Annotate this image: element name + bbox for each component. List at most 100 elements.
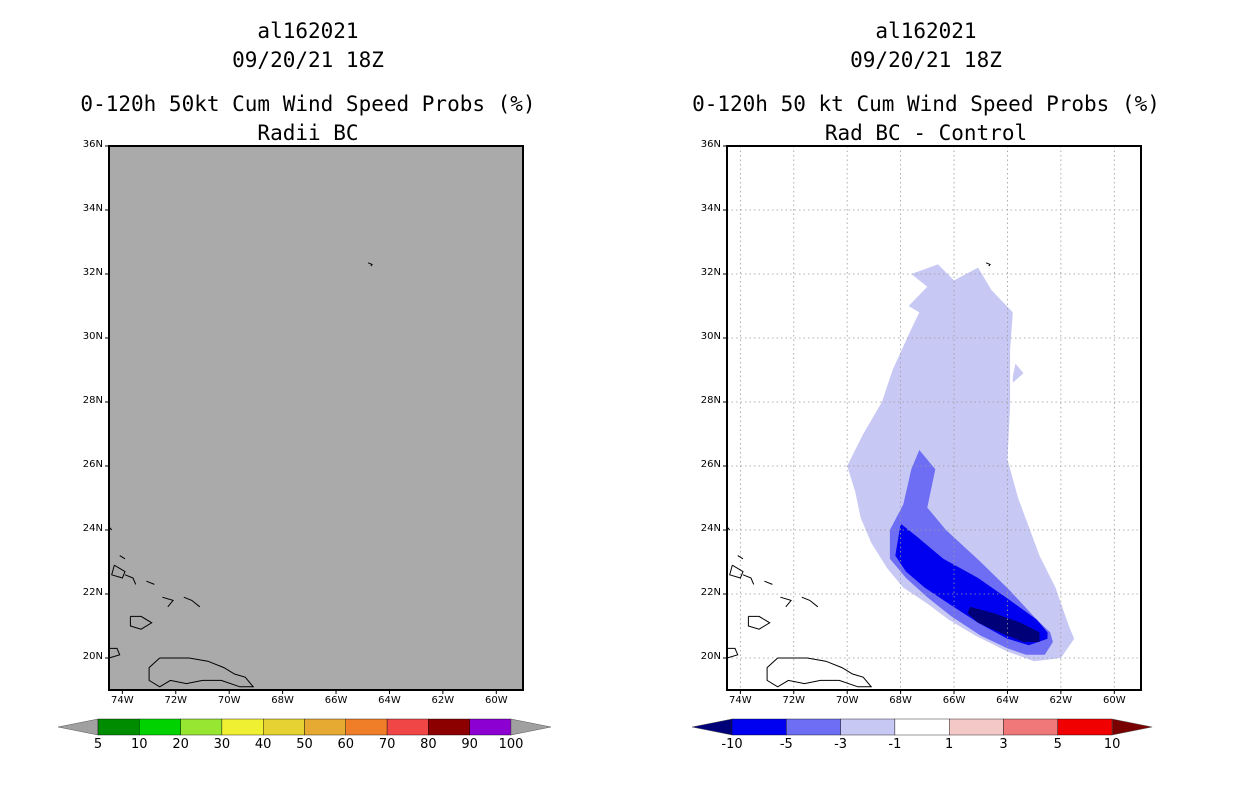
colorbar-label: 20: [172, 737, 189, 752]
lon-label: 70W: [835, 695, 859, 706]
colorbar-segment: [731, 718, 787, 736]
coastline-segment: [111, 564, 126, 579]
left-map-fill: [109, 146, 523, 690]
lat-label: 26N: [700, 459, 721, 470]
right-title-line-3: 0-120h 50 kt Cum Wind Speed Probs (%): [692, 92, 1160, 116]
colorbar-label: -5: [779, 737, 793, 752]
colorbar-label: 100: [498, 737, 524, 752]
colorbar-label: 40: [254, 737, 272, 752]
coastline-segment: [737, 555, 744, 560]
left-title-line-4: Radii BC: [257, 121, 359, 145]
colorbar-label: 5: [1053, 737, 1062, 752]
lon-label: 60W: [484, 695, 508, 706]
lat-label: 28N: [82, 395, 103, 406]
contour-region-3-to-1-island: [1012, 363, 1024, 383]
lat-label: 32N: [700, 267, 721, 278]
colorbar-segment: [949, 718, 1004, 736]
colorbar-segment: [469, 718, 512, 736]
colorbar-segment: [786, 718, 841, 736]
left-coastline: [108, 262, 373, 688]
left-title-line-3: 0-120h 50kt Cum Wind Speed Probs (%): [80, 92, 536, 116]
lat-label: 34N: [82, 203, 103, 214]
colorbar-label: -1: [888, 737, 902, 752]
right-title-line-4: Rad BC - Control: [824, 121, 1028, 145]
colorbar-label: 5: [93, 737, 103, 752]
colorbar-label: 80: [420, 737, 437, 752]
lat-label: 20N: [82, 651, 103, 662]
colorbar-label: 3: [999, 737, 1008, 752]
colorbar-end-right: [1111, 718, 1153, 736]
lat-label: 30N: [82, 331, 103, 342]
lon-label: 62W: [1049, 695, 1073, 706]
colorbar-segment: [1057, 718, 1113, 736]
right-title-line-1: al162021: [875, 19, 977, 43]
colorbar-label: 60: [337, 737, 355, 752]
coastline-segment: [780, 596, 792, 608]
lat-label: 36N: [82, 139, 103, 150]
right-axis-ticks: [723, 145, 1115, 694]
lat-label: 34N: [700, 203, 721, 214]
colorbar-label: 70: [378, 737, 396, 752]
lat-label: 22N: [82, 587, 103, 598]
lat-label: 20N: [700, 651, 721, 662]
lat-label: 36N: [700, 139, 721, 150]
colorbar-segment: [428, 718, 470, 736]
colorbar-segment: [263, 718, 305, 736]
colorbar-segment: [304, 718, 346, 736]
coastline-segment: [367, 262, 373, 267]
colorbar-label: -10: [721, 737, 743, 752]
coastline-segment: [108, 647, 121, 659]
coastline-segment: [124, 574, 137, 585]
coastline-segment: [162, 596, 174, 608]
coastline-segment: [729, 564, 744, 579]
colorbar-segment: [894, 718, 950, 736]
lon-label: 66W: [324, 695, 348, 706]
lon-label: 72W: [164, 695, 188, 706]
lon-label: 60W: [1102, 695, 1126, 706]
colorbar-label: 90: [461, 737, 478, 752]
lon-label: 74W: [111, 695, 134, 706]
colorbar-end-right: [510, 718, 552, 736]
left-map-frame: [108, 145, 524, 691]
right-contour-fills: [847, 264, 1075, 662]
coastline-segment: [766, 657, 873, 688]
lon-label: 68W: [271, 695, 294, 706]
right-map-panel: [723, 145, 1142, 694]
coastline-segment: [148, 657, 255, 688]
coastline-segment: [726, 647, 739, 659]
colorbar-segment: [221, 718, 264, 736]
right-colorbar: [691, 718, 1153, 736]
colorbar-segment: [1003, 718, 1058, 736]
coastline-segment: [985, 262, 991, 267]
coastline-segment: [129, 615, 153, 630]
colorbar-end-left: [691, 718, 733, 736]
coastline-segment: [742, 574, 755, 585]
lat-label: 26N: [82, 459, 103, 470]
lat-label: 24N: [700, 523, 721, 534]
lat-label: 22N: [700, 587, 721, 598]
colorbar-label: -3: [834, 737, 848, 752]
coastline-segment: [183, 596, 201, 608]
lon-label: 68W: [889, 695, 912, 706]
left-map-panel: [105, 145, 524, 694]
left-axis-ticks: [105, 145, 497, 694]
lon-label: 72W: [782, 695, 806, 706]
right-title-line-2: 09/20/21 18Z: [850, 48, 1002, 72]
coastline-segment: [119, 555, 126, 560]
lon-label: 64W: [378, 695, 401, 706]
colorbar-segment: [139, 718, 181, 736]
colorbar-segment: [180, 718, 223, 736]
lon-label: 64W: [996, 695, 1019, 706]
lat-label: 32N: [82, 267, 103, 278]
lat-label: 28N: [700, 395, 721, 406]
left-colorbar: [57, 718, 552, 736]
colorbar-label: 1: [945, 737, 954, 752]
colorbar-segment: [97, 718, 140, 736]
colorbar-label: 10: [131, 737, 148, 752]
contour-region-below-10: [967, 606, 1040, 642]
colorbar-label: 30: [213, 737, 231, 752]
coastline-segment: [801, 596, 819, 608]
coastline-segment: [146, 580, 155, 585]
left-title-line-2: 09/20/21 18Z: [232, 48, 384, 72]
lon-label: 62W: [431, 695, 455, 706]
